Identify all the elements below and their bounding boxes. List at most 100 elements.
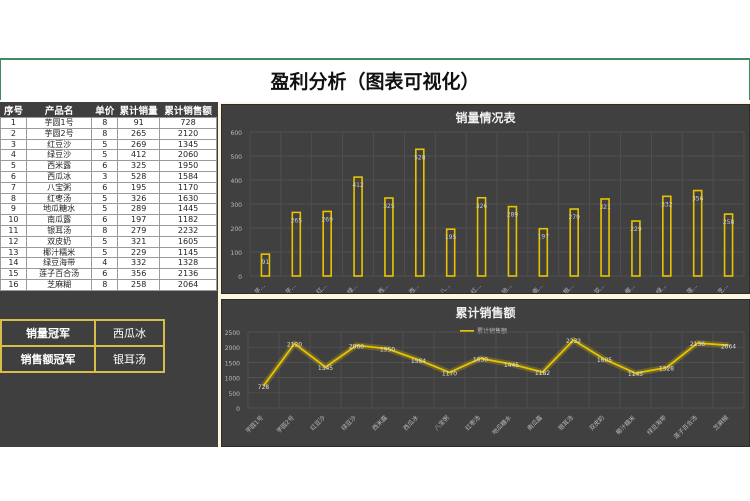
table-cell: 八宝粥 — [25, 181, 93, 194]
svg-text:红豆沙: 红豆沙 — [309, 414, 327, 432]
table-cell: 6 — [91, 181, 119, 194]
svg-text:356: 356 — [692, 196, 704, 203]
table-cell: 5 — [91, 138, 119, 151]
column-header: 累计销售额 — [159, 103, 217, 118]
table-cell: 1145 — [159, 246, 217, 259]
svg-text:银…: 银… — [561, 282, 575, 293]
svg-text:1170: 1170 — [442, 370, 457, 377]
table-header-row: 序号 产品名 单价 累计销量 累计销售额 — [0, 103, 217, 118]
table-row: 8 红枣汤 5 326 1630 — [0, 192, 217, 205]
table-row: 1 芋圆1号 8 91 728 — [0, 117, 217, 129]
svg-text:芋圆2号: 芋圆2号 — [275, 414, 296, 435]
table-cell: 8 — [91, 278, 119, 291]
table-cell: 13 — [0, 246, 27, 259]
svg-text:绿豆沙: 绿豆沙 — [340, 414, 358, 432]
svg-text:西…: 西… — [408, 282, 421, 293]
svg-text:绿…: 绿… — [654, 282, 668, 293]
revenue-champion-label: 销售额冠军 — [0, 345, 96, 373]
table-row: 5 西米露 6 325 1950 — [0, 160, 217, 172]
table-cell: 1170 — [159, 181, 217, 194]
table-cell: 5 — [91, 203, 119, 216]
svg-text:2060: 2060 — [349, 343, 364, 350]
table-row: 14 绿豆海带 4 332 1328 — [0, 257, 217, 270]
table-row: 6 西瓜冰 3 528 1584 — [0, 170, 217, 183]
table-cell: 321 — [117, 235, 161, 248]
svg-text:265: 265 — [291, 217, 303, 224]
table-row: 13 椰汁糯米 5 229 1145 — [0, 246, 217, 259]
table-cell: 8 — [0, 192, 27, 205]
table-cell: 197 — [117, 214, 161, 226]
svg-text:197: 197 — [538, 234, 550, 241]
table-cell: 1328 — [159, 257, 217, 270]
table-row: 11 银耳汤 8 279 2232 — [0, 224, 217, 237]
svg-text:芋…: 芋… — [253, 282, 267, 293]
table-cell: 红枣汤 — [25, 192, 93, 205]
svg-text:400: 400 — [231, 178, 243, 185]
table-cell: 2232 — [159, 224, 217, 237]
table-cell: 5 — [0, 160, 27, 172]
table-cell: 356 — [117, 268, 161, 280]
table-row: 3 红豆沙 5 269 1345 — [0, 138, 217, 151]
svg-text:双…: 双… — [593, 282, 606, 293]
svg-text:红枣汤: 红枣汤 — [464, 414, 482, 432]
svg-text:椰汁糯米: 椰汁糯米 — [614, 414, 637, 437]
table-cell: 6 — [91, 214, 119, 226]
svg-text:258: 258 — [723, 219, 735, 226]
table-cell: 西米露 — [25, 160, 93, 172]
svg-text:西米露: 西米露 — [371, 414, 389, 432]
svg-text:2500: 2500 — [225, 330, 240, 337]
table-cell: 412 — [117, 149, 161, 162]
table-cell: 325 — [117, 160, 161, 172]
svg-text:2064: 2064 — [721, 343, 736, 350]
table-cell: 1605 — [159, 235, 217, 248]
table-cell: 16 — [0, 278, 27, 291]
table-cell: 1 — [0, 117, 27, 129]
volume-champion-row: 销量冠军 西瓜冰 — [0, 319, 165, 347]
table-cell: 326 — [117, 192, 161, 205]
svg-text:南瓜露: 南瓜露 — [526, 414, 544, 432]
table-cell: 绿豆沙 — [25, 149, 93, 162]
table-cell: 地瓜糖水 — [25, 203, 93, 216]
table-cell: 195 — [117, 181, 161, 194]
svg-text:326: 326 — [476, 203, 488, 210]
table-cell: 3 — [91, 170, 119, 183]
svg-text:0: 0 — [238, 274, 242, 281]
table-cell: 279 — [117, 224, 161, 237]
svg-text:2000: 2000 — [225, 345, 240, 352]
sales-volume-chart[interactable]: 销量情况表 0 100 200 300 400 500 600 91 芋… 265 芋… 269 红… 4… — [221, 104, 750, 296]
table-cell: 8 — [91, 127, 119, 140]
table-cell: 1182 — [159, 214, 217, 226]
table-cell: 15 — [0, 268, 27, 280]
table-cell: 6 — [91, 268, 119, 280]
table-row: 4 绿豆沙 5 412 2060 — [0, 149, 217, 162]
table-cell: 289 — [117, 203, 161, 216]
revenue-chart[interactable]: 累计销售额 累计销售额 0 500 1000 1500 2000 2500 728 芋圆1号 21… — [221, 299, 750, 447]
table-cell: 绿豆海带 — [25, 257, 93, 270]
bar-chart-title: 销量情况表 — [455, 111, 516, 125]
svg-text:绿豆海带: 绿豆海带 — [645, 414, 668, 437]
table-cell: 12 — [0, 235, 27, 248]
table-cell: 91 — [117, 117, 161, 129]
table-cell: 4 — [91, 257, 119, 270]
table-row: 16 芝麻糊 8 258 2064 — [0, 278, 217, 291]
table-cell: 芋圆1号 — [25, 117, 93, 129]
svg-text:332: 332 — [661, 201, 673, 208]
svg-text:412: 412 — [352, 182, 364, 189]
table-cell: 7 — [0, 181, 27, 194]
svg-text:椰…: 椰… — [623, 282, 637, 293]
svg-text:银耳汤: 银耳汤 — [557, 414, 575, 432]
table-cell: 2064 — [159, 278, 217, 291]
svg-text:1584: 1584 — [411, 358, 426, 365]
svg-text:728: 728 — [258, 384, 270, 391]
table-cell: 1445 — [159, 203, 217, 216]
table-cell: 5 — [91, 192, 119, 205]
svg-text:2120: 2120 — [287, 342, 302, 349]
svg-text:地…: 地… — [500, 282, 514, 293]
svg-text:1000: 1000 — [225, 376, 240, 383]
table-row: 7 八宝粥 6 195 1170 — [0, 181, 217, 194]
revenue-champion-row: 销售额冠军 银耳汤 — [0, 345, 165, 373]
table-cell: 4 — [0, 149, 27, 162]
table-cell: 1950 — [159, 160, 217, 172]
table-row: 10 南瓜露 6 197 1182 — [0, 214, 217, 226]
svg-text:八宝粥: 八宝粥 — [433, 414, 451, 432]
